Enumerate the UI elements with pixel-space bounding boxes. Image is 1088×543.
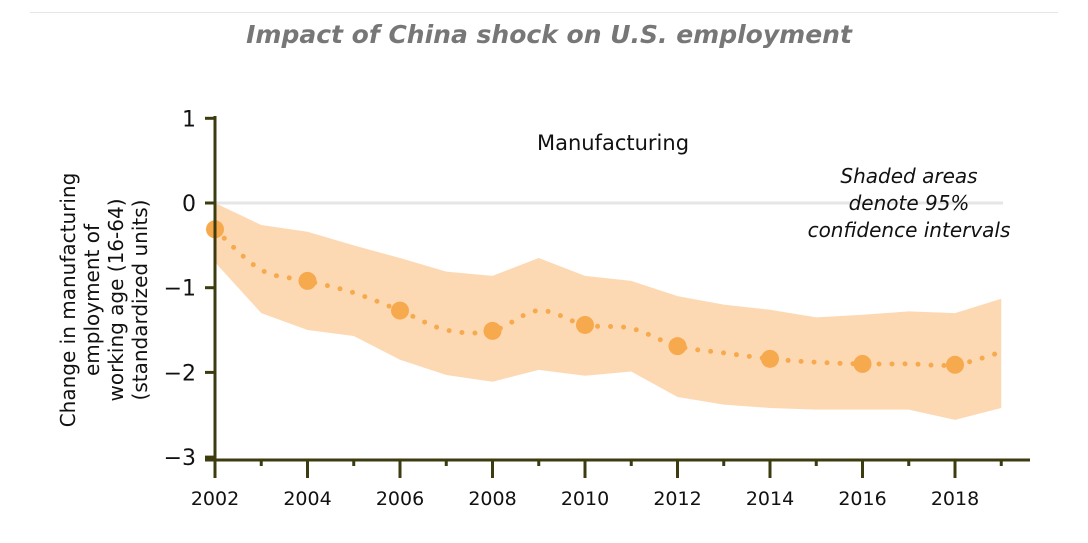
top-divider xyxy=(30,12,1058,13)
data-point-2014 xyxy=(761,349,779,368)
y-axis-label: Change in manufacturing xyxy=(56,173,80,428)
y-tick-label: −3 xyxy=(164,446,196,471)
ci-annotation: Shaded areas xyxy=(840,164,977,188)
x-tick-label: 2012 xyxy=(653,488,701,510)
data-point-2016 xyxy=(853,354,872,373)
x-tick-label: 2016 xyxy=(838,488,886,510)
data-point-2006 xyxy=(391,301,409,320)
x-tick-label: 2002 xyxy=(191,488,239,510)
x-tick-label: 2004 xyxy=(283,488,331,510)
x-tick-label: 2018 xyxy=(931,488,979,510)
y-tick-label: −1 xyxy=(164,277,196,302)
chart-title: Impact of China shock on U.S. employment xyxy=(246,20,852,49)
y-axis-label: working age (16-64) xyxy=(104,198,128,401)
ci-annotation: confidence intervals xyxy=(808,218,1011,242)
data-point-2008 xyxy=(483,321,502,340)
confidence-band xyxy=(215,203,1002,420)
x-tick-label: 2008 xyxy=(468,488,516,510)
ci-annotation: denote 95% xyxy=(849,191,970,215)
x-tick-label: 2010 xyxy=(561,488,609,510)
y-axis-label: (standardized units) xyxy=(128,200,152,401)
x-tick-label: 2006 xyxy=(376,488,424,510)
x-tick-label: 2014 xyxy=(746,488,794,510)
panel-label: Manufacturing xyxy=(537,131,689,155)
data-point-2012 xyxy=(668,337,687,356)
y-tick-label: −2 xyxy=(164,361,196,386)
data-point-2018 xyxy=(946,355,964,374)
data-point-2010 xyxy=(576,315,594,334)
y-tick-label: 1 xyxy=(182,107,196,132)
data-point-2004 xyxy=(298,271,317,290)
y-tick-label: 0 xyxy=(182,192,196,217)
y-axis-label: employment of xyxy=(80,223,104,376)
